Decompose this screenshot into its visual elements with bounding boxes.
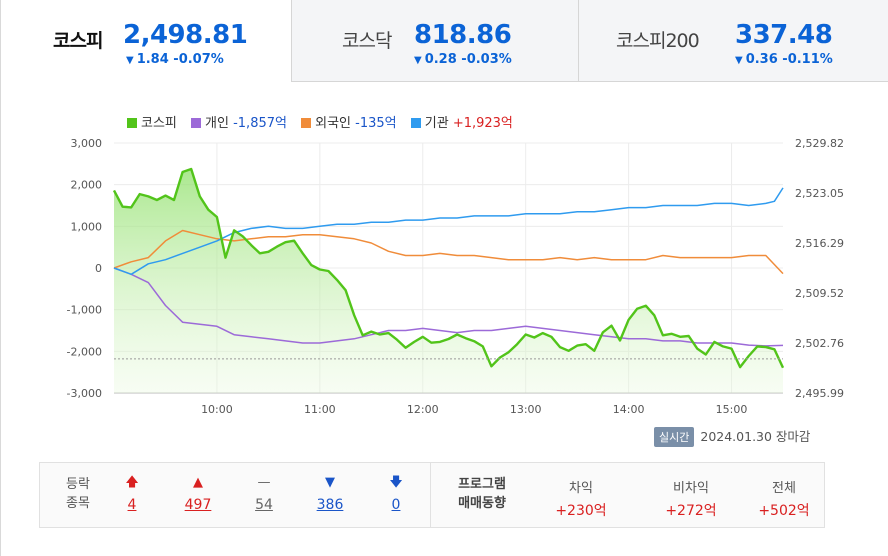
chart-legend: 코스피 개인 -1,857억 외국인 -135억 기관 +1,923억 — [127, 112, 523, 131]
stat-flat-value[interactable]: 54 — [255, 497, 273, 513]
stat-flat: — 54 — [244, 463, 284, 513]
tab-kosdaq-change: ▼ 0.28 -0.03% — [414, 52, 512, 67]
legend-swatch — [191, 118, 202, 128]
index-tabs: 코스피 2,498.81 ▼ 1.84 -0.07% 코스닥 818.86 ▼ 0.… — [1, 0, 888, 82]
y-right-tick-label: 2,509.52 — [795, 287, 844, 300]
series-line-0 — [112, 167, 785, 369]
legend-value: -135억 — [355, 116, 397, 131]
stat-down: ▼ 386 — [310, 463, 350, 513]
program-non-arbitrage: 비차익 +272억 — [641, 463, 741, 520]
advance-decline-section: 등락 종목 🡅 4 ▲ 497 — 54 ▼ 386 🡇 0 — [40, 463, 430, 527]
stat-lower-limit: 🡇 0 — [376, 463, 416, 513]
program-trading-section: 프로그램 매매동향 차익 +230억 비차익 +272억 전체 +502억 — [430, 463, 824, 527]
tab-kosdaq-name: 코스닥 — [342, 30, 392, 52]
up-icon: ▲ — [193, 475, 203, 490]
x-tick-label: 12:00 — [407, 403, 439, 416]
tab-kospi200-change-text: 0.36 -0.11% — [745, 52, 833, 67]
stat-up: ▲ 497 — [178, 463, 218, 513]
tab-kospi200-name: 코스피200 — [616, 30, 700, 52]
tab-kosdaq-change-text: 0.28 -0.03% — [424, 52, 512, 67]
y-left-tick-label: 0 — [95, 262, 102, 275]
legend-item-foreign[interactable]: 외국인 -135억 — [301, 112, 397, 131]
down-arrow-icon: ▼ — [126, 55, 134, 66]
legend-label: 개인 — [205, 116, 229, 131]
down-icon: ▼ — [325, 475, 335, 490]
down-arrow-icon: ▼ — [735, 55, 743, 66]
x-tick-label: 10:00 — [201, 403, 233, 416]
label-line1: 프로그램 — [458, 477, 506, 492]
legend-swatch — [127, 118, 137, 128]
legend-label: 코스피 — [141, 116, 177, 131]
down-arrow-icon: ▼ — [414, 55, 422, 66]
series-line-3 — [113, 187, 784, 276]
x-tick-label: 14:00 — [613, 403, 645, 416]
y-left-tick-label: -2,000 — [67, 345, 102, 358]
program-total: 전체 +502억 — [749, 463, 819, 520]
y-left-tick-label: 1,000 — [71, 220, 103, 233]
legend-value: -1,857억 — [233, 116, 287, 131]
y-left-tick-label: 3,000 — [71, 137, 103, 150]
market-status-text: 2024.01.30 장마감 — [700, 429, 811, 444]
realtime-badge: 실시간 — [654, 427, 695, 447]
stat-up-value[interactable]: 497 — [184, 497, 212, 513]
y-right-tick-label: 2,529.82 — [795, 137, 844, 150]
y-left-tick-label: -3,000 — [67, 387, 102, 400]
series-line-2 — [113, 229, 784, 275]
program-non-arbitrage-value: +272억 — [665, 503, 717, 519]
legend-item-kospi[interactable]: 코스피 — [127, 112, 177, 131]
label-line2: 매매동향 — [458, 496, 506, 511]
program-arbitrage: 차익 +230억 — [531, 463, 631, 520]
program-trading-label: 프로그램 매매동향 — [449, 475, 515, 513]
tab-kospi-value: 2,498.81 — [123, 20, 248, 50]
market-breadth-box: 등락 종목 🡅 4 ▲ 497 — 54 ▼ 386 🡇 0 — [39, 462, 825, 528]
upper-limit-icon: 🡅 — [125, 475, 139, 490]
legend-swatch — [410, 118, 421, 128]
x-tick-label: 11:00 — [304, 403, 336, 416]
lower-limit-icon: 🡇 — [389, 475, 403, 490]
tab-kospi-name: 코스피 — [53, 30, 103, 52]
program-total-value: +502억 — [758, 503, 810, 519]
legend-item-individual[interactable]: 개인 -1,857억 — [191, 112, 287, 131]
y-right-tick-label: 2,502.76 — [795, 337, 844, 350]
label-line1: 등락 — [66, 477, 90, 492]
x-tick-label: 13:00 — [510, 403, 542, 416]
y-left-tick-label: -1,000 — [67, 304, 102, 317]
tab-kospi200-change: ▼ 0.36 -0.11% — [735, 52, 833, 67]
stat-upper-limit: 🡅 4 — [112, 463, 152, 513]
stat-lower-limit-value[interactable]: 0 — [391, 497, 401, 513]
label-line2: 종목 — [66, 496, 90, 511]
tab-kosdaq[interactable]: 코스닥 818.86 ▼ 0.28 -0.03% — [292, 0, 579, 82]
tab-kospi-change: ▼ 1.84 -0.07% — [126, 52, 224, 67]
y-right-tick-label: 2,516.29 — [795, 237, 844, 250]
stat-down-value[interactable]: 386 — [316, 497, 344, 513]
program-total-label: 전체 — [772, 481, 796, 496]
y-right-tick-label: 2,523.05 — [795, 187, 844, 200]
flat-icon: — — [257, 475, 271, 490]
stat-upper-limit-value[interactable]: 4 — [127, 497, 137, 513]
y-left-tick-label: 2,000 — [71, 179, 103, 192]
legend-label: 외국인 — [315, 116, 351, 131]
tab-kospi200[interactable]: 코스피200 337.48 ▼ 0.36 -0.11% — [579, 0, 888, 82]
program-non-arbitrage-label: 비차익 — [673, 481, 709, 496]
legend-swatch — [301, 118, 312, 128]
market-status: 실시간 2024.01.30 장마감 — [654, 426, 810, 447]
tab-kosdaq-value: 818.86 — [414, 20, 512, 50]
series-line-1 — [113, 267, 784, 347]
program-arbitrage-label: 차익 — [569, 481, 593, 496]
x-tick-label: 15:00 — [716, 403, 748, 416]
tab-kospi200-value: 337.48 — [735, 20, 833, 50]
tab-kospi[interactable]: 코스피 2,498.81 ▼ 1.84 -0.07% — [1, 0, 292, 82]
tab-kospi-change-text: 1.84 -0.07% — [136, 52, 224, 67]
y-right-tick-label: 2,495.99 — [795, 387, 844, 400]
legend-label: 기관 — [424, 116, 449, 131]
program-arbitrage-value: +230억 — [555, 503, 607, 519]
advance-decline-label: 등락 종목 — [58, 475, 98, 513]
legend-value: +1,923억 — [452, 116, 513, 131]
legend-item-institution[interactable]: 기관 +1,923억 — [410, 112, 513, 131]
